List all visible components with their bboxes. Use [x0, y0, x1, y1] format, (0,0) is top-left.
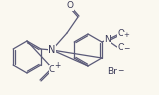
- Text: +: +: [123, 32, 129, 38]
- Text: −: −: [117, 66, 123, 76]
- Text: C: C: [49, 65, 55, 74]
- Text: Br: Br: [107, 68, 117, 76]
- Text: +: +: [54, 61, 60, 70]
- Text: O: O: [117, 30, 124, 38]
- Text: O: O: [66, 2, 73, 11]
- Text: −: −: [123, 44, 129, 53]
- Text: O: O: [117, 44, 124, 53]
- Text: N: N: [48, 45, 56, 55]
- Text: N: N: [104, 36, 111, 44]
